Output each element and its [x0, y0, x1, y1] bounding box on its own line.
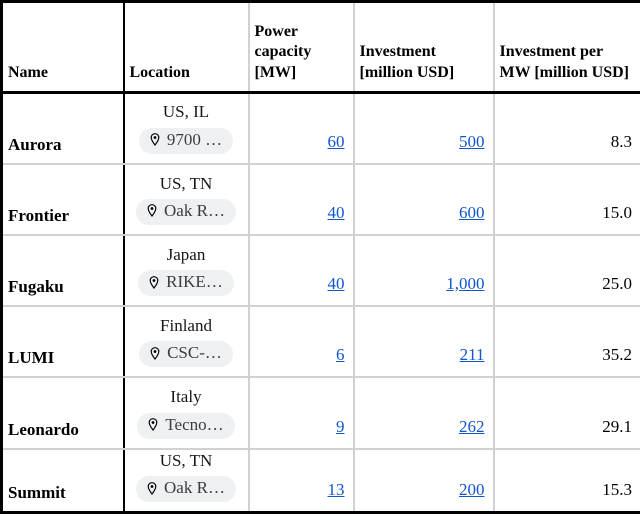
investment-per-mw-value: 15.3	[492, 447, 640, 514]
location-chip-label: CSC-…	[167, 343, 222, 363]
table-row: Fugaku Japan RIKE… 40 1,000 25.0	[0, 233, 640, 308]
investment-per-mw-value: 8.3	[492, 91, 640, 165]
row-name: Summit	[0, 447, 125, 514]
power-capacity-link[interactable]: 13	[327, 480, 345, 499]
header-name: Name	[0, 0, 125, 94]
location-chip-label: Oak R…	[164, 478, 225, 497]
header-power-capacity: Power capacity [MW]	[247, 0, 355, 94]
row-name: Aurora	[0, 91, 125, 165]
table-row: Aurora US, IL 9700 … 60 500 8.3	[0, 91, 640, 165]
row-name: Leonardo	[0, 376, 125, 450]
row-name: Frontier	[0, 162, 125, 236]
location-chip[interactable]: RIKE…	[138, 270, 234, 297]
row-country: US, IL	[162, 102, 210, 122]
location-chip-label: 9700 …	[166, 129, 223, 149]
power-capacity-link[interactable]: 40	[327, 274, 345, 294]
investment-link[interactable]: 600	[459, 202, 485, 222]
location-pin-icon	[147, 481, 157, 495]
investment-per-mw-value: 29.1	[492, 376, 640, 450]
row-country: Japan	[166, 244, 206, 264]
location-chip[interactable]: 9700 …	[138, 127, 234, 154]
row-country: Finland	[160, 315, 212, 335]
location-chip[interactable]: Oak R…	[136, 198, 236, 225]
location-chip-label: Oak R…	[164, 200, 225, 220]
row-location-cell: US, TN Oak R…	[122, 162, 250, 236]
header-location: Location	[122, 0, 250, 94]
location-pin-icon	[150, 346, 160, 360]
row-name: LUMI	[0, 305, 125, 379]
investment-link[interactable]: 500	[459, 131, 485, 151]
investment-per-mw-value: 25.0	[492, 233, 640, 308]
header-investment: Investment [million USD]	[352, 0, 495, 94]
power-capacity-link[interactable]: 60	[327, 131, 345, 151]
location-pin-icon	[150, 133, 160, 147]
location-pin-icon	[148, 418, 158, 432]
row-location-cell: Italy Tecno…	[122, 376, 250, 450]
power-capacity-link[interactable]: 40	[327, 202, 345, 222]
investment-per-mw-value: 15.0	[492, 162, 640, 236]
power-capacity-link[interactable]: 9	[336, 416, 345, 436]
row-country: Italy	[170, 387, 202, 407]
location-chip-label: Tecno…	[165, 414, 224, 434]
location-chip[interactable]: Tecno…	[137, 412, 235, 439]
location-pin-icon	[147, 204, 157, 218]
table-row: LUMI Finland CSC-… 6 211 35.2	[0, 305, 640, 379]
row-country: US, TN	[159, 173, 213, 193]
investment-link[interactable]: 262	[459, 416, 485, 436]
row-location-cell: US, IL 9700 …	[122, 91, 250, 165]
row-location-cell: US, TN Oak R…	[122, 447, 250, 514]
location-chip-label: RIKE…	[166, 272, 223, 292]
investment-per-mw-value: 35.2	[492, 305, 640, 379]
investment-link[interactable]: 1,000	[446, 274, 485, 294]
table-row: Leonardo Italy Tecno… 9 262 29.1	[0, 376, 640, 450]
table-row: Summit US, TN Oak R… 13 200 15.3	[0, 447, 640, 514]
row-name: Fugaku	[0, 233, 125, 308]
location-pin-icon	[149, 275, 159, 289]
header-investment-per-mw: Investment per MW [million USD]	[492, 0, 640, 94]
investment-link[interactable]: 211	[459, 345, 485, 365]
power-capacity-link[interactable]: 6	[336, 345, 345, 365]
location-chip[interactable]: Oak R…	[136, 476, 236, 502]
table-header: Name Location Power capacity [MW] Invest…	[0, 0, 640, 94]
row-country: US, TN	[159, 450, 213, 470]
investment-link[interactable]: 200	[459, 480, 485, 499]
row-location-cell: Japan RIKE…	[122, 233, 250, 308]
table-row: Frontier US, TN Oak R… 40 600 15.0	[0, 162, 640, 236]
row-location-cell: Finland CSC-…	[122, 305, 250, 379]
location-chip[interactable]: CSC-…	[139, 341, 233, 368]
